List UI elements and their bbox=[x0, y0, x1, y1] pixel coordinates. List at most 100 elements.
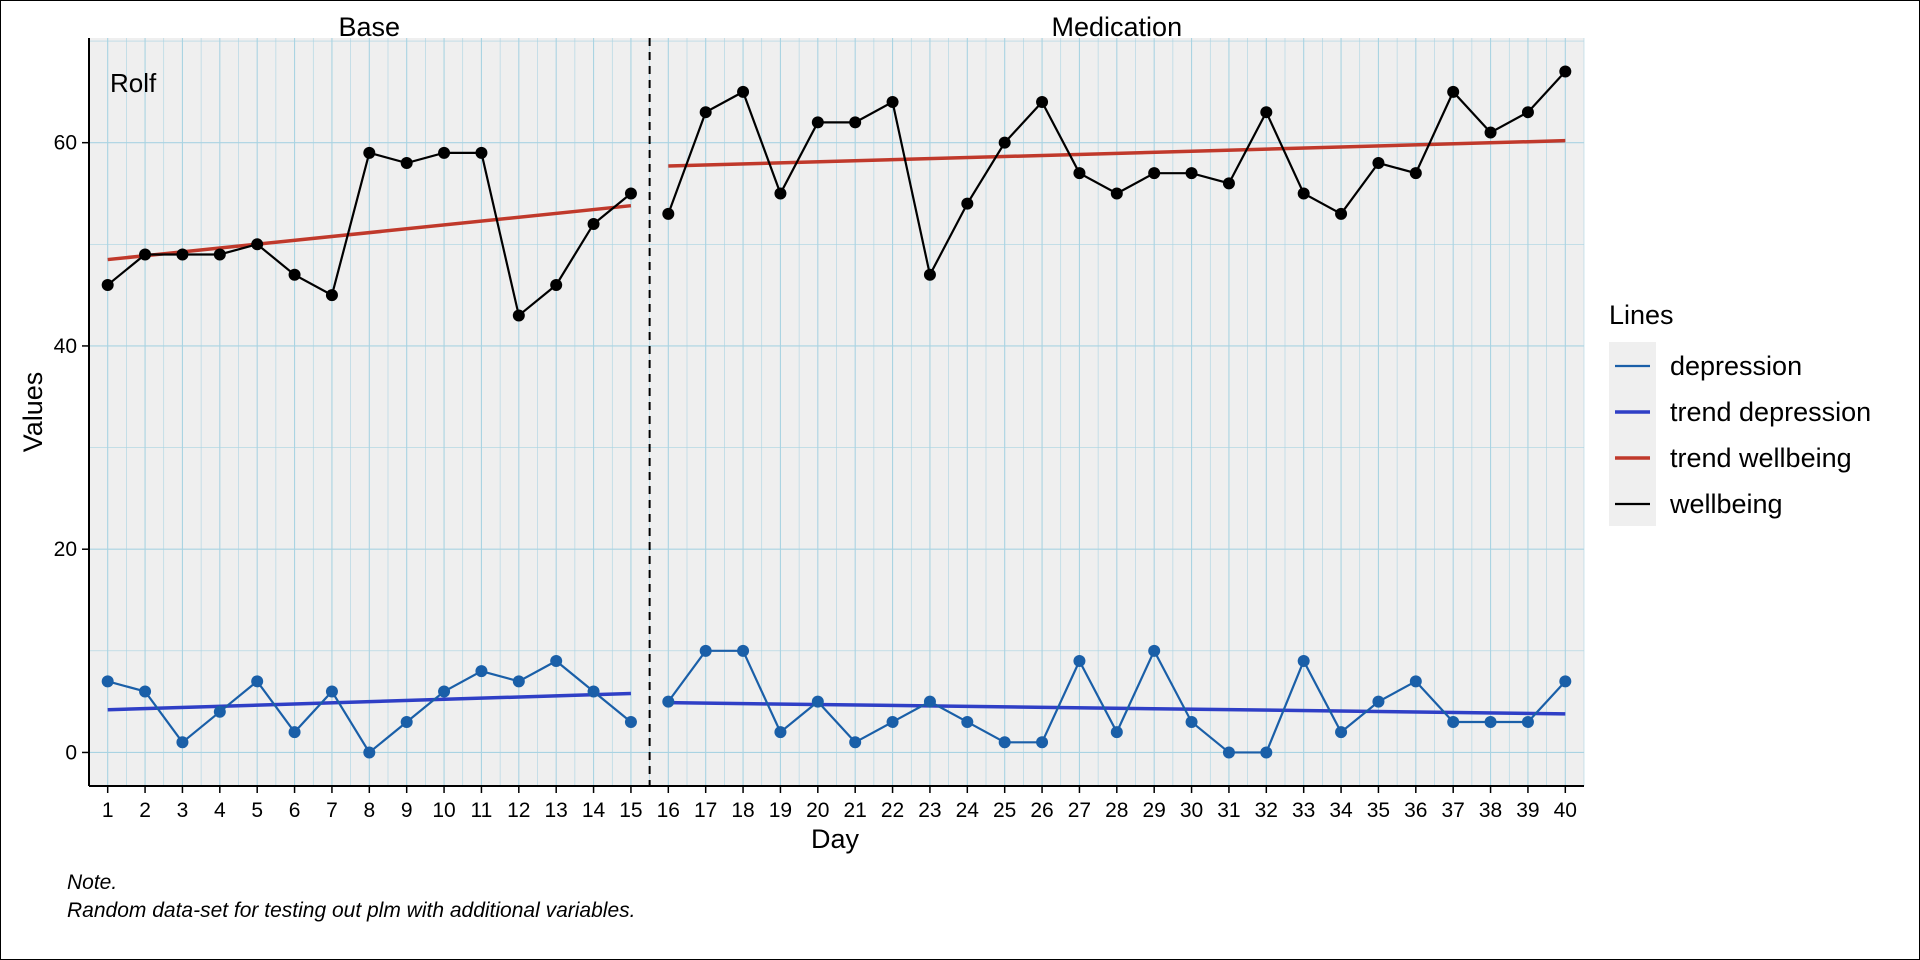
x-tick-label: 15 bbox=[619, 799, 642, 822]
depression-point bbox=[139, 685, 152, 698]
x-tick-label: 17 bbox=[694, 799, 717, 822]
wellbeing-point bbox=[1484, 126, 1497, 139]
wellbeing-point bbox=[139, 248, 152, 261]
depression-point bbox=[1110, 726, 1123, 739]
x-tick-label: 39 bbox=[1516, 799, 1539, 822]
wellbeing-point bbox=[1409, 167, 1422, 180]
x-tick-label: 36 bbox=[1404, 799, 1427, 822]
x-tick-label: 24 bbox=[956, 799, 980, 822]
depression-point bbox=[101, 675, 114, 688]
x-tick-label: 3 bbox=[177, 799, 189, 822]
depression-point bbox=[1559, 675, 1572, 688]
depression-point bbox=[1484, 715, 1497, 728]
x-tick-label: 31 bbox=[1217, 799, 1240, 822]
depression-point bbox=[1260, 746, 1273, 759]
depression-point bbox=[512, 675, 525, 688]
wellbeing-point bbox=[961, 197, 974, 210]
wellbeing-point bbox=[1297, 187, 1310, 200]
wellbeing-point bbox=[550, 278, 563, 291]
trend-wellbeing-line bbox=[668, 138, 1566, 168]
depression-point bbox=[811, 695, 824, 708]
wellbeing-point bbox=[1559, 65, 1572, 78]
wellbeing-point bbox=[475, 146, 488, 159]
wellbeing-point bbox=[1335, 207, 1348, 220]
x-tick-label: 12 bbox=[507, 799, 530, 822]
legend-title: Lines bbox=[1609, 300, 1674, 330]
phase-labels: Base Medication bbox=[339, 12, 1183, 42]
x-tick-label: 1 bbox=[102, 799, 114, 822]
depression-point bbox=[288, 726, 301, 739]
wellbeing-point bbox=[662, 207, 675, 220]
depression-point bbox=[737, 644, 750, 657]
wellbeing-point bbox=[288, 268, 301, 281]
wellbeing-point bbox=[213, 248, 226, 261]
y-tick-label: 60 bbox=[54, 132, 77, 155]
depression-point bbox=[1409, 675, 1422, 688]
x-axis-label: Day bbox=[811, 824, 860, 854]
depression-point bbox=[325, 685, 338, 698]
x-tick-label: 13 bbox=[545, 799, 568, 822]
wellbeing-point bbox=[886, 96, 899, 109]
legend: Lines depression trend depression trend we… bbox=[1609, 300, 1871, 526]
x-tick-label: 5 bbox=[251, 799, 263, 822]
x-tick-label: 28 bbox=[1105, 799, 1128, 822]
data-points bbox=[101, 65, 1572, 759]
depression-point bbox=[550, 654, 563, 667]
legend-entries: depression trend depression trend wellbein… bbox=[1615, 351, 1871, 519]
depression-point bbox=[961, 715, 974, 728]
subject-label: Rolf bbox=[110, 68, 157, 98]
y-tick-label: 20 bbox=[54, 538, 77, 561]
depression-point bbox=[1148, 644, 1161, 657]
depression-point bbox=[213, 705, 226, 718]
depression-point bbox=[849, 736, 862, 749]
wellbeing-point bbox=[1521, 106, 1534, 119]
x-tick-label: 4 bbox=[214, 799, 226, 822]
depression-point bbox=[662, 695, 675, 708]
x-tick-label: 6 bbox=[289, 799, 301, 822]
depression-point bbox=[400, 715, 413, 728]
x-tick-label: 21 bbox=[844, 799, 867, 822]
wellbeing-point bbox=[512, 309, 525, 322]
note-title: Note. bbox=[67, 871, 118, 894]
wellbeing-point bbox=[400, 157, 413, 170]
x-tick-label: 16 bbox=[657, 799, 680, 822]
wellbeing-point bbox=[325, 289, 338, 302]
depression-point bbox=[1521, 715, 1534, 728]
depression-point bbox=[475, 665, 488, 678]
depression-point bbox=[251, 675, 264, 688]
wellbeing-point bbox=[1222, 177, 1235, 190]
wellbeing-point bbox=[1110, 187, 1123, 200]
x-tick-label: 22 bbox=[881, 799, 904, 822]
x-tick-label: 9 bbox=[401, 799, 413, 822]
wellbeing-point bbox=[101, 278, 114, 291]
depression-point bbox=[1222, 746, 1235, 759]
wellbeing-point bbox=[624, 187, 637, 200]
depression-point bbox=[998, 736, 1011, 749]
wellbeing-point bbox=[176, 248, 189, 261]
trend-depression-line bbox=[107, 691, 631, 712]
depression-point bbox=[624, 715, 637, 728]
y-axis-label: Values bbox=[18, 372, 48, 453]
grid-lines bbox=[89, 38, 1585, 786]
depression-point bbox=[363, 746, 376, 759]
depression-point bbox=[1372, 695, 1385, 708]
x-tick-label: 8 bbox=[363, 799, 375, 822]
x-tick-label: 35 bbox=[1367, 799, 1390, 822]
x-tick-label: 20 bbox=[806, 799, 829, 822]
wellbeing-point bbox=[998, 136, 1011, 149]
x-tick-label: 34 bbox=[1329, 799, 1353, 822]
x-tick-label: 30 bbox=[1180, 799, 1203, 822]
wellbeing-point bbox=[1447, 85, 1460, 98]
x-tick-label: 10 bbox=[432, 799, 455, 822]
legend-label-depression: depression bbox=[1670, 351, 1802, 381]
legend-key-background bbox=[1609, 342, 1656, 526]
depression-point bbox=[699, 644, 712, 657]
wellbeing-point bbox=[737, 85, 750, 98]
x-tick-label: 25 bbox=[993, 799, 1016, 822]
x-tick-label: 18 bbox=[731, 799, 754, 822]
x-tick-label: 29 bbox=[1143, 799, 1166, 822]
depression-point bbox=[1185, 715, 1198, 728]
wellbeing-point bbox=[1148, 167, 1161, 180]
